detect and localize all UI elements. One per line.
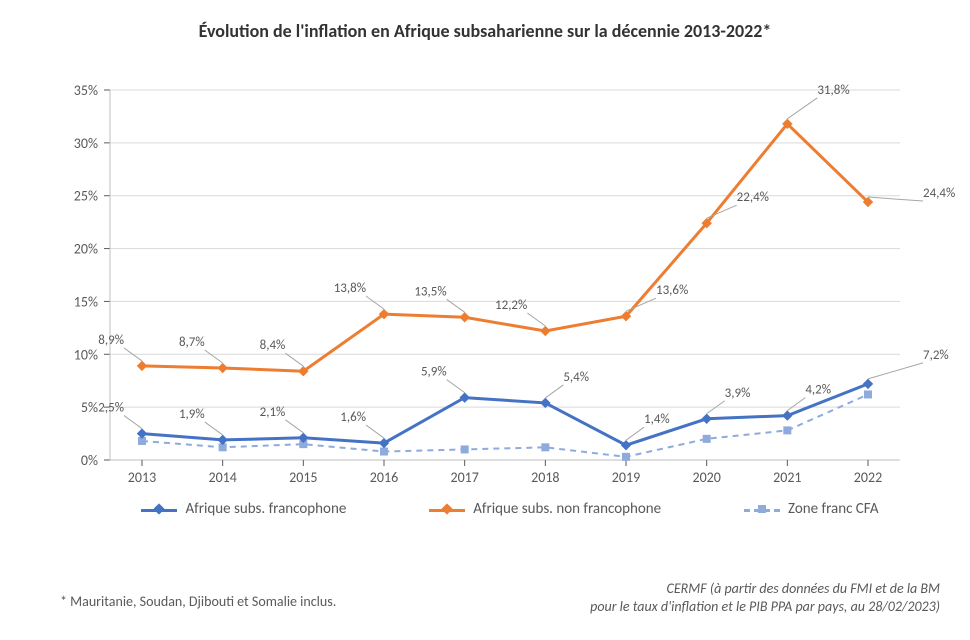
chart-svg: 0%5%10%15%20%25%30%35%201320142015201620… [110,90,900,460]
legend-marker [154,503,165,514]
svg-text:2019: 2019 [612,469,640,486]
svg-text:22,4%: 22,4% [737,190,769,205]
svg-text:31,8%: 31,8% [817,83,849,98]
svg-text:13,6%: 13,6% [656,283,688,298]
footnote-left: * Mauritanie, Soudan, Djibouti et Somali… [60,593,336,610]
svg-text:2014: 2014 [208,469,236,486]
chart-plot-area: 0%5%10%15%20%25%30%35%201320142015201620… [110,90,900,460]
footnote-right-line2: pour le taux d'inflation et le PIB PPA p… [590,598,940,615]
svg-text:8,9%: 8,9% [98,333,124,348]
footnote-right-line1: CERMF (à partir des données du FMI et de… [667,580,940,597]
svg-text:5,4%: 5,4% [563,370,589,385]
legend-label: Afrique subs. non francophone [473,500,661,518]
svg-text:4,2%: 4,2% [805,383,831,398]
legend: Afrique subs. francophone Afrique subs. n… [100,500,920,518]
svg-text:2016: 2016 [370,469,398,486]
svg-text:8,4%: 8,4% [260,338,286,353]
svg-text:20%: 20% [74,241,98,258]
legend-label: Afrique subs. francophone [185,500,346,518]
svg-text:13,8%: 13,8% [334,281,366,296]
svg-text:3,9%: 3,9% [725,386,751,401]
svg-text:2017: 2017 [450,469,478,486]
svg-text:2015: 2015 [289,469,317,486]
svg-text:1,4%: 1,4% [644,412,670,427]
svg-text:12,2%: 12,2% [495,298,527,313]
svg-text:2022: 2022 [854,469,882,486]
svg-text:2020: 2020 [692,469,720,486]
svg-text:10%: 10% [74,346,98,363]
svg-text:2018: 2018 [531,469,559,486]
chart-title: Évolution de l'inflation en Afrique subs… [0,20,970,42]
legend-marker [442,503,453,514]
svg-text:24,4%: 24,4% [923,186,955,201]
svg-text:2,5%: 2,5% [98,401,124,416]
svg-text:13,5%: 13,5% [414,284,446,299]
svg-text:25%: 25% [74,188,98,205]
svg-text:30%: 30% [74,135,98,152]
svg-text:2013: 2013 [128,469,156,486]
svg-text:0%: 0% [81,452,98,469]
svg-text:1,6%: 1,6% [340,410,366,425]
svg-text:2,1%: 2,1% [260,405,286,420]
svg-text:7,2%: 7,2% [923,348,949,363]
svg-text:15%: 15% [74,293,98,310]
svg-text:1,9%: 1,9% [179,407,205,422]
legend-label: Zone franc CFA [788,500,878,518]
svg-text:8,7%: 8,7% [179,335,205,350]
svg-text:5,9%: 5,9% [421,365,447,380]
svg-text:2021: 2021 [773,469,801,486]
legend-item-cfa: Zone franc CFA [744,500,878,518]
legend-marker [758,505,766,513]
legend-item-franco: Afrique subs. francophone [141,500,346,518]
svg-text:35%: 35% [74,82,98,99]
legend-item-nonfranco: Afrique subs. non francophone [429,500,661,518]
svg-text:5%: 5% [81,399,98,416]
footnote-right: CERMF (à partir des données du FMI et de… [590,580,940,615]
